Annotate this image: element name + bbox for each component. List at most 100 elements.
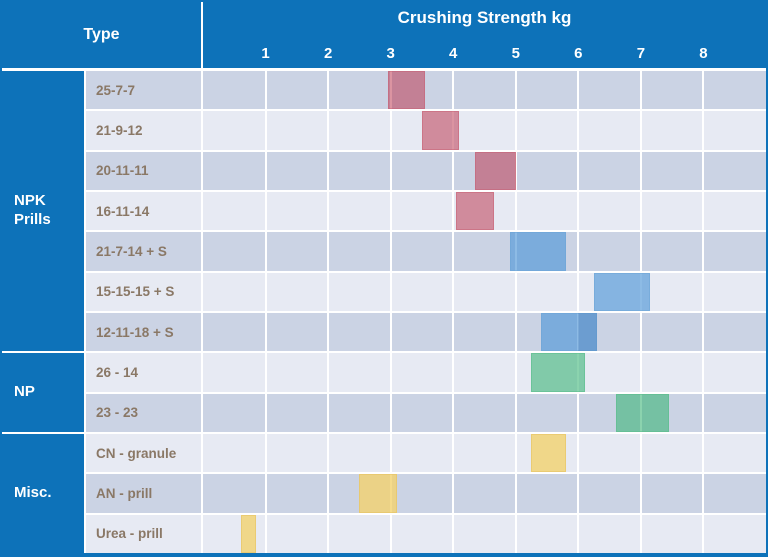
gridline (389, 353, 392, 392)
gridline (514, 272, 517, 311)
gridline (452, 474, 455, 513)
group-rows: CN - granule AN - prill Urea - prill (86, 434, 766, 553)
gridline (702, 232, 705, 271)
gridline (577, 71, 580, 110)
row-label: AN - prill (86, 474, 201, 513)
table-row: CN - granule (86, 434, 766, 473)
group-section: Misc. CN - granule AN - prill Urea - prill (2, 434, 766, 553)
strength-range-bar (456, 191, 494, 231)
gridline (639, 232, 642, 271)
strength-range-bar (540, 312, 598, 352)
table-row: 26 - 14 (86, 353, 766, 392)
gridline (702, 272, 705, 311)
gridline (514, 71, 517, 110)
gridline (702, 111, 705, 150)
group-label: NP (2, 353, 84, 432)
gridline (389, 111, 392, 150)
row-chart-cell (203, 111, 766, 150)
gridline (702, 514, 705, 553)
row-label: 21-7-14 + S (86, 232, 201, 271)
gridline (264, 434, 267, 473)
chart-header: Crushing Strength kg 1 2 3 4 5 6 7 8 (203, 2, 766, 68)
gridline (577, 434, 580, 473)
gridline (452, 232, 455, 271)
row-chart-cell (203, 232, 766, 271)
gridline (264, 393, 267, 433)
row-chart-cell (203, 312, 766, 352)
x-tick: 6 (574, 45, 583, 62)
gridline (389, 393, 392, 433)
x-tick: 5 (511, 45, 520, 62)
gridline (452, 272, 455, 311)
row-label: 12-11-18 + S (86, 312, 201, 352)
gridline (389, 312, 392, 352)
row-chart-cell (203, 151, 766, 190)
gridline (514, 151, 517, 190)
gridline (327, 191, 330, 231)
gridline (577, 232, 580, 271)
gridline (577, 111, 580, 150)
gridline (452, 353, 455, 392)
gridline (452, 191, 455, 231)
row-chart-cell (203, 393, 766, 433)
strength-range-bar (531, 434, 566, 473)
gridline (577, 151, 580, 190)
gridline (702, 474, 705, 513)
gridline (702, 151, 705, 190)
row-label: 25-7-7 (86, 71, 201, 110)
strength-range-bar (240, 514, 257, 553)
gridline (327, 353, 330, 392)
row-label: Urea - prill (86, 514, 201, 553)
gridline (514, 191, 517, 231)
gridline (639, 474, 642, 513)
table-row: AN - prill (86, 474, 766, 513)
gridline (389, 272, 392, 311)
row-label: 16-11-14 (86, 191, 201, 231)
gridline (264, 474, 267, 513)
gridline (327, 71, 330, 110)
gridline (264, 272, 267, 311)
row-chart-cell (203, 474, 766, 513)
gridline (452, 312, 455, 352)
table-row: 15-15-15 + S (86, 272, 766, 311)
gridline (514, 474, 517, 513)
strength-range-bar (531, 353, 585, 392)
gridline (577, 191, 580, 231)
gridline (452, 434, 455, 473)
strength-range-bar (509, 232, 566, 271)
x-tick: 4 (449, 45, 458, 62)
gridline (264, 111, 267, 150)
gridline (639, 434, 642, 473)
gridline (327, 232, 330, 271)
row-label: 26 - 14 (86, 353, 201, 392)
gridline (514, 434, 517, 473)
gridline (702, 312, 705, 352)
gridline (327, 434, 330, 473)
strength-range-bar (475, 151, 516, 190)
group-label: Misc. (2, 434, 84, 553)
gridline (327, 151, 330, 190)
strength-range-bar (615, 393, 670, 433)
gridline (452, 514, 455, 553)
gridline (264, 232, 267, 271)
gridline (389, 434, 392, 473)
group-rows: 26 - 14 23 - 23 (86, 353, 766, 433)
gridline (577, 514, 580, 553)
chart-body: NPK Prills 25-7-7 21-9-12 20-11-11 16-11-14 2… (2, 71, 766, 553)
gridline (514, 111, 517, 150)
x-tick: 8 (699, 45, 708, 62)
group-label: NPK Prills (2, 71, 84, 352)
row-label: 21-9-12 (86, 111, 201, 150)
gridline (639, 111, 642, 150)
gridline (702, 434, 705, 473)
gridline (702, 191, 705, 231)
chart-title: Crushing Strength kg (397, 8, 572, 27)
gridline (389, 232, 392, 271)
row-chart-cell (203, 353, 766, 392)
gridline (577, 393, 580, 433)
gridline (264, 71, 267, 110)
gridline (452, 151, 455, 190)
strength-range-bar (421, 111, 460, 150)
group-section: NP 26 - 14 23 - 23 (2, 353, 766, 433)
x-axis-ticks: 1 2 3 4 5 6 7 8 (203, 45, 766, 63)
